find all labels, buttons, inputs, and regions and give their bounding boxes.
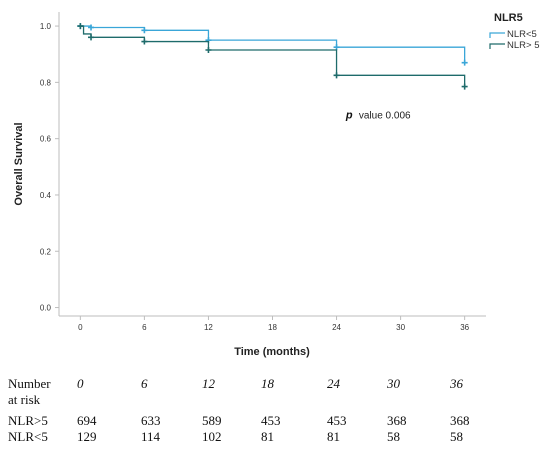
censor-mark	[77, 23, 84, 30]
risk-count: 114	[141, 429, 161, 444]
x-ticks: 0 6 12 18 24 30 36	[78, 316, 470, 332]
y-tick-label: 0.6	[40, 135, 52, 144]
risk-times: 0 6 12 18 24 30 36	[77, 376, 464, 391]
risk-time-header: 24	[327, 376, 341, 391]
risk-count: 81	[261, 429, 274, 444]
y-tick-label: 0.4	[40, 191, 52, 200]
risk-count: 58	[450, 429, 463, 444]
censor-mark	[333, 72, 340, 79]
risk-header-line2: at risk	[8, 392, 41, 407]
risk-rows: NLR>5 694 633 589 453 453 368 368 NLR<5 129 114 102…	[8, 413, 470, 444]
risk-time-header: 18	[261, 376, 275, 391]
risk-table: Number at risk 0 6 12 18 24 30 36 NLR>5 694 633 5…	[8, 376, 470, 444]
risk-time-header: 0	[77, 376, 84, 391]
risk-count: 368	[387, 413, 407, 428]
x-tick-label: 18	[268, 323, 277, 332]
censor-mark	[333, 44, 340, 51]
y-tick-label: 1.0	[40, 22, 52, 31]
y-axis-title: Overall Survival	[13, 122, 25, 205]
series-nlr-below-5	[77, 23, 468, 66]
risk-count: 453	[327, 413, 347, 428]
x-tick-label: 12	[204, 323, 213, 332]
risk-count: 81	[327, 429, 340, 444]
risk-time-header: 12	[202, 376, 216, 391]
survival-curve-line	[80, 25, 466, 87]
p-value-annotation: p value 0.006	[345, 110, 411, 122]
p-value-text: value 0.006	[359, 111, 411, 122]
risk-row-label: NLR>5	[8, 413, 48, 428]
risk-time-header: 30	[386, 376, 401, 391]
x-axis-title: Time (months)	[234, 346, 310, 358]
risk-count: 368	[450, 413, 470, 428]
legend-label: NLR> 5	[507, 40, 539, 51]
survival-curve-line	[80, 25, 466, 63]
risk-count: 694	[77, 413, 97, 428]
y-tick-label: 0.2	[40, 247, 52, 256]
risk-count: 633	[141, 413, 161, 428]
risk-count: 453	[261, 413, 281, 428]
legend-title: NLR5	[494, 12, 523, 24]
x-tick-label: 36	[460, 323, 469, 332]
risk-time-header: 6	[141, 376, 148, 391]
censor-mark	[461, 59, 468, 66]
censor-mark	[141, 27, 148, 34]
y-tick-label: 0.0	[40, 304, 52, 313]
x-tick-label: 0	[78, 323, 83, 332]
risk-count: 129	[77, 429, 97, 444]
risk-time-header: 36	[449, 376, 464, 391]
p-label: p	[345, 110, 353, 122]
x-tick-label: 24	[332, 323, 341, 332]
legend-swatch	[489, 32, 505, 38]
risk-row-label: NLR<5	[8, 429, 48, 444]
censor-mark	[461, 83, 468, 90]
risk-row: NLR<5 129 114 102 81 81 58 58	[8, 429, 463, 444]
legend-label: NLR<5	[507, 29, 537, 40]
series-nlr-above-5	[77, 23, 468, 90]
censor-mark	[205, 47, 212, 53]
censor-mark	[141, 38, 148, 45]
x-tick-label: 6	[142, 323, 147, 332]
legend-swatch	[489, 43, 505, 49]
survival-curves	[77, 23, 468, 90]
risk-header-line1: Number	[8, 376, 51, 391]
risk-count: 102	[202, 429, 222, 444]
censor-mark	[88, 34, 95, 41]
y-ticks: 0.0 0.2 0.4 0.6 0.8 1.0	[40, 22, 59, 313]
risk-count: 589	[202, 413, 222, 428]
risk-count: 58	[387, 429, 400, 444]
censor-mark	[88, 24, 95, 31]
y-tick-label: 0.8	[40, 78, 52, 87]
risk-row: NLR>5 694 633 589 453 453 368 368	[8, 413, 470, 428]
x-tick-label: 30	[396, 323, 405, 332]
